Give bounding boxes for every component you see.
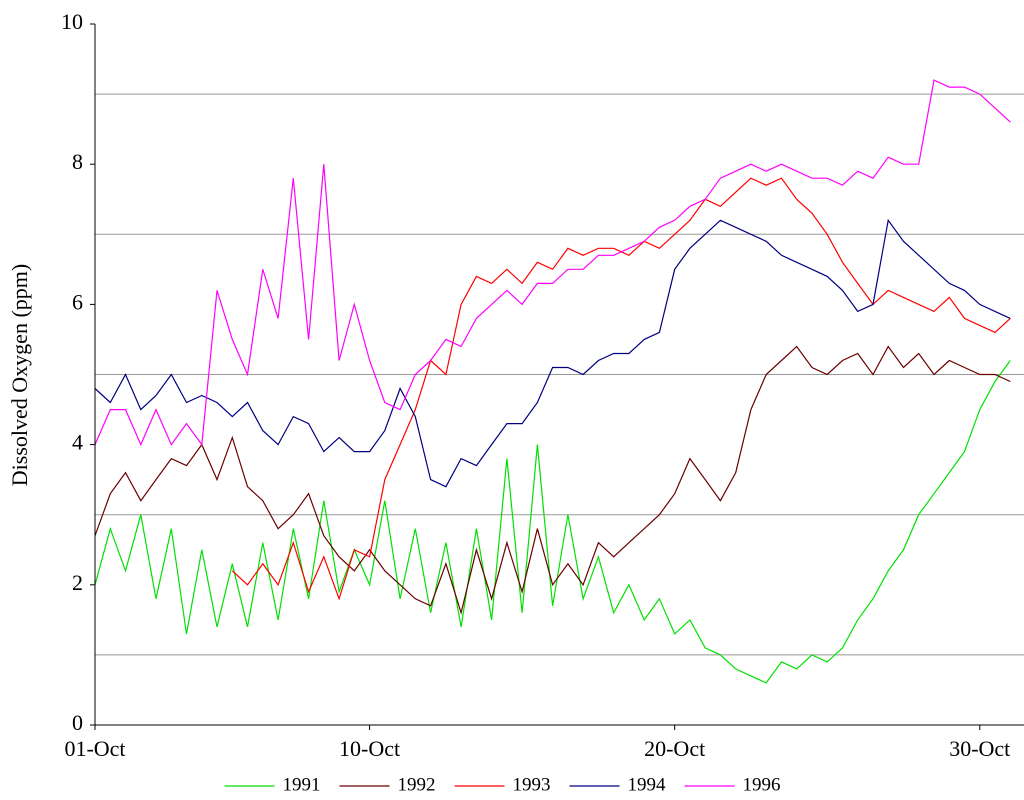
series-line: [95, 360, 1011, 684]
grid: [95, 93, 1024, 656]
x-tick-label: 30-Oct: [949, 736, 1010, 761]
y-tick-label: 2: [72, 570, 83, 595]
legend-label: 1993: [513, 774, 551, 795]
x-tick-label: 10-Oct: [339, 736, 400, 761]
plot-area: [95, 79, 1011, 684]
legend-label: 1996: [743, 774, 781, 795]
y-axis-title: Dissolved Oxygen (ppm): [7, 264, 32, 486]
y-tick-label: 0: [72, 710, 83, 735]
y-tick-label: 10: [61, 9, 83, 34]
legend-label: 1994: [628, 774, 667, 795]
series-line: [231, 177, 1011, 601]
y-tick-label: 8: [72, 149, 83, 174]
legend-label: 1991: [283, 774, 321, 795]
y-tick-label: 6: [72, 289, 83, 314]
legend-label: 1992: [398, 774, 436, 795]
x-tick-label: 01-Oct: [64, 736, 125, 761]
legend: 1991 1992 1993 1994 1996: [224, 774, 781, 795]
series-line: [95, 79, 1011, 447]
series-line: [95, 345, 1011, 616]
x-tick-label: 20-Oct: [644, 736, 705, 761]
y-tick-label: 4: [72, 430, 83, 455]
series-line: [95, 218, 1011, 488]
